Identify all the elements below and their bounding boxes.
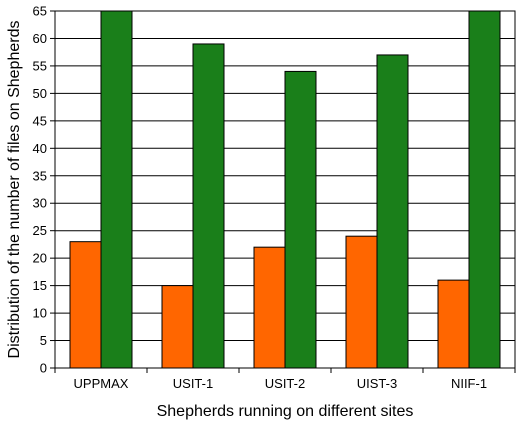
- y-tick-label: 10: [33, 306, 47, 321]
- x-axis-title: Shepherds running on different sites: [157, 403, 414, 420]
- bar-uist-3-series-2: [376, 54, 409, 369]
- bar-uppmax-series-2: [100, 10, 133, 369]
- y-tick-label: 35: [33, 168, 47, 183]
- bar-usit-1-series-1: [161, 285, 194, 369]
- y-tick-label: 0: [40, 361, 47, 376]
- y-tick-label: 25: [33, 223, 47, 238]
- y-tick-label: 45: [33, 113, 47, 128]
- x-tick-labels: UPPMAX USIT-1 USIT-2 UIST-3 NIIF-1: [54, 368, 516, 391]
- bar-niif-1-series-1: [437, 279, 470, 369]
- bar-uist-3-series-1: [345, 235, 378, 369]
- x-tick-label: USIT-2: [265, 376, 305, 391]
- y-tick-label: 55: [33, 58, 47, 73]
- bar-usit-1-series-2: [192, 43, 225, 369]
- x-tick-label: NIIF-1: [451, 376, 487, 391]
- x-tick-label: UIST-3: [357, 376, 397, 391]
- bar-usit-2-series-2: [284, 70, 317, 369]
- bars: [69, 10, 501, 369]
- y-tick-label: 5: [40, 333, 47, 348]
- plot-frame: [54, 10, 516, 369]
- y-axis-title: Distribution of the number of files on S…: [6, 21, 23, 359]
- x-tick-label: USIT-1: [173, 376, 213, 391]
- x-tick-label: UPPMAX: [74, 376, 129, 391]
- y-tick-label: 60: [33, 31, 47, 46]
- y-tick-label: 50: [33, 86, 47, 101]
- y-tick-label: 20: [33, 251, 47, 266]
- axes: [54, 10, 516, 369]
- y-tick-label: 15: [33, 278, 47, 293]
- y-tick-label: 40: [33, 141, 47, 156]
- bar-niif-1-series-2: [468, 10, 501, 369]
- bar-usit-2-series-1: [253, 246, 286, 369]
- y-tick-label: 30: [33, 196, 47, 211]
- y-tick-labels: 0 5 10 15 20 25 30 35 40 45 50 55 60 65: [33, 4, 55, 376]
- y-tick-label: 65: [33, 4, 47, 19]
- bar-uppmax-series-1: [69, 241, 102, 369]
